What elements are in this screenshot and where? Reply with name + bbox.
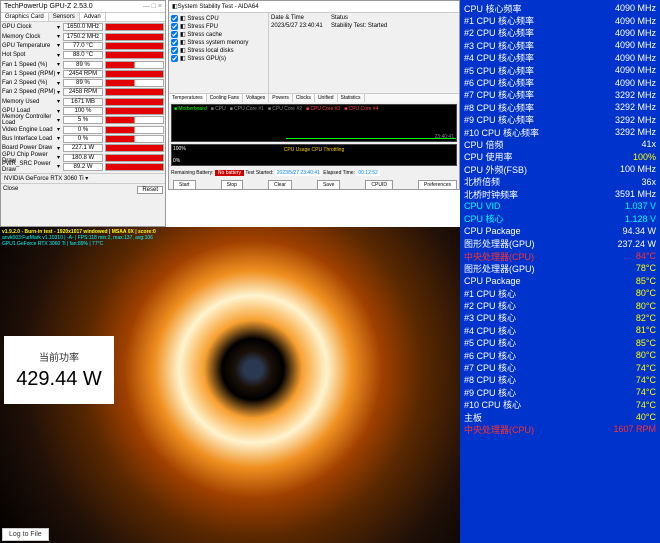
monitor-row: CPU Package94.34 W [464,225,656,237]
log-to-file-button[interactable]: Log to File [2,528,49,541]
monitor-row: 图形处理器(GPU)78°C [464,262,656,274]
gpuz-sensor-row: Hot Spot▾88.0 °C [2,51,164,60]
aida-test-info: Date & TimeStatus 2023/5/27 23:40:41Stab… [269,13,459,93]
monitor-row: #1 CPU 核心80°C [464,287,656,299]
monitor-row: CPU VID1.037 V [464,200,656,212]
monitor-row: #1 CPU 核心频率4090 MHz [464,14,656,26]
monitor-row: 中央处理器(CPU)1607 RPM [464,423,656,435]
gpuz-sensor-row: Fan 1 Speed (RPM)▾2454 RPM [2,69,164,78]
hw-monitor-panel: CPU 核心频率4090 MHz#1 CPU 核心频率4090 MHz#2 CP… [460,0,660,543]
aida-start-button[interactable]: Start [173,180,196,190]
monitor-row: #3 CPU 核心频率4090 MHz [464,39,656,51]
gpuz-titlebar[interactable]: TechPowerUp GPU-Z 2.53.0 — □ × [1,1,165,13]
gpuz-tabs: Graphics Card Sensors Advan [1,13,165,22]
aida-button-row: Start Stop Clear Save CPUID Preferences [169,178,459,192]
monitor-row: #5 CPU 核心85°C [464,337,656,349]
power-readout: 当前功率 429.44 W [4,336,114,404]
aida-preferences-button[interactable]: Preferences [418,180,457,190]
aida-cpu-usage-graph: 100% CPU Usage CPU Throttling 0% [171,144,457,166]
gpuz-sensor-row: Fan 2 Speed (%)▾89 % [2,79,164,88]
monitor-row: #5 CPU 核心频率4090 MHz [464,64,656,76]
monitor-row: #8 CPU 核心74°C [464,374,656,386]
gpuz-sensor-row: Bus Interface Load▾0 % [2,135,164,144]
aida-stop-button[interactable]: Stop [221,180,243,190]
gpuz-sensor-row: Memory Controller Load▾5 % [2,116,164,125]
monitor-row: #6 CPU 核心频率4090 MHz [464,76,656,88]
stress-checkbox[interactable]: ◧ Stress CPU [171,15,266,22]
gpuz-close-btn[interactable]: Close [3,186,18,194]
stress-checkbox[interactable]: ◧ Stress system memory [171,39,266,46]
stress-checkbox[interactable]: ◧ Stress cache [171,31,266,38]
monitor-row: CPU 外频(FSB)100 MHz [464,163,656,175]
gpuz-sensor-row: Memory Used▾1671 MB [2,97,164,106]
gpuz-sensor-list: GPU Clock▾1650.0 MHzMemory Clock▾1750.2 … [1,22,165,173]
gpuz-title-text: TechPowerUp GPU-Z 2.53.0 [4,3,93,10]
tab-sensors[interactable]: Sensors [49,13,80,21]
gpuz-sensor-row: Video Engine Load▾0 % [2,125,164,134]
monitor-row: 北桥时钟频率3591 MHz [464,188,656,200]
monitor-row: #3 CPU 核心82°C [464,312,656,324]
aida-graph-tabs: TemperaturesCooling FansVoltagesPowersCl… [169,94,459,102]
aida-temp-graph: ■ Motherboard■ CPU■ CPU Core #1■ CPU Cor… [171,104,457,142]
monitor-row: CPU 核心1.128 V [464,213,656,225]
gpuz-sensor-row: Fan 2 Speed (RPM)▾2458 RPM [2,88,164,97]
monitor-row: #9 CPU 核心频率3292 MHz [464,114,656,126]
monitor-row: 图形处理器(GPU)237.24 W [464,237,656,249]
furmark-overlay-text: v1.9.2.0 - Burn-in test - 1920x1017 wind… [2,229,156,247]
graph-tab[interactable]: Unified [315,94,338,102]
monitor-row: #4 CPU 核心频率4090 MHz [464,52,656,64]
monitor-row: 北桥倍频36x [464,175,656,187]
tab-advanced[interactable]: Advan [80,13,106,21]
stress-checkbox[interactable]: ◧ Stress FPU [171,23,266,30]
graph-tab[interactable]: Statistics [338,94,365,102]
monitor-row: #9 CPU 核心74°C [464,386,656,398]
stress-checkbox[interactable]: ◧ Stress local disks [171,47,266,54]
power-value: 429.44 W [16,368,102,391]
monitor-row: #6 CPU 核心80°C [464,349,656,361]
gpuz-window: TechPowerUp GPU-Z 2.53.0 — □ × Graphics … [0,0,166,227]
monitor-row: #2 CPU 核心频率4090 MHz [464,27,656,39]
close-icon[interactable]: — □ × [143,3,162,10]
monitor-row: CPU 使用率100% [464,151,656,163]
gpuz-gpu-selector[interactable]: NVIDIA GeForce RTX 3060 Ti ▾ [1,173,165,183]
monitor-row: #8 CPU 核心频率3292 MHz [464,101,656,113]
monitor-row: 中央处理器(CPU)84°C [464,250,656,262]
monitor-row: #7 CPU 核心频率3292 MHz [464,89,656,101]
gpuz-sensor-row: GPU Temperature▾77.0 °C [2,42,164,51]
tab-graphics-card[interactable]: Graphics Card [1,13,49,21]
aida-stress-options: ◧ Stress CPU◧ Stress FPU◧ Stress cache◧ … [169,13,269,93]
monitor-row: #2 CPU 核心80°C [464,299,656,311]
monitor-row: CPU 倍频41x [464,138,656,150]
gpuz-reset-btn[interactable]: Reset [137,186,163,194]
aida-window: ◧ System Stability Test - AIDA64 ◧ Stres… [168,0,460,190]
monitor-row: #10 CPU 核心74°C [464,399,656,411]
aida-titlebar[interactable]: ◧ System Stability Test - AIDA64 [169,1,459,13]
monitor-row: CPU Package85°C [464,275,656,287]
graph-tab[interactable]: Powers [269,94,293,102]
aida-clear-button[interactable]: Clear [268,180,292,190]
monitor-row: #4 CPU 核心81°C [464,324,656,336]
gpuz-sensor-row: Fan 1 Speed (%)▾89 % [2,60,164,69]
graph-tab[interactable]: Cooling Fans [207,94,243,102]
graph-tab[interactable]: Voltages [243,94,269,102]
gpuz-sensor-row: GPU Clock▾1650.0 MHz [2,23,164,32]
graph-tab[interactable]: Clocks [293,94,315,102]
monitor-row: #7 CPU 核心74°C [464,361,656,373]
stress-checkbox[interactable]: ◧ Stress GPU(s) [171,55,266,62]
power-label: 当前功率 [39,349,79,364]
aida-cpuid-button[interactable]: CPUID [365,180,393,190]
battery-status: No battery [215,170,244,176]
graph-tab[interactable]: Temperatures [169,94,207,102]
gpuz-sensor-row: Memory Clock▾1750.2 MHz [2,32,164,41]
gpuz-sensor-row: PWR_SRC Power Draw▾89.2 W [2,162,164,171]
aida-save-button[interactable]: Save [317,180,340,190]
monitor-row: CPU 核心频率4090 MHz [464,2,656,14]
monitor-row: 主板40°C [464,411,656,423]
monitor-row: #10 CPU 核心频率3292 MHz [464,126,656,138]
